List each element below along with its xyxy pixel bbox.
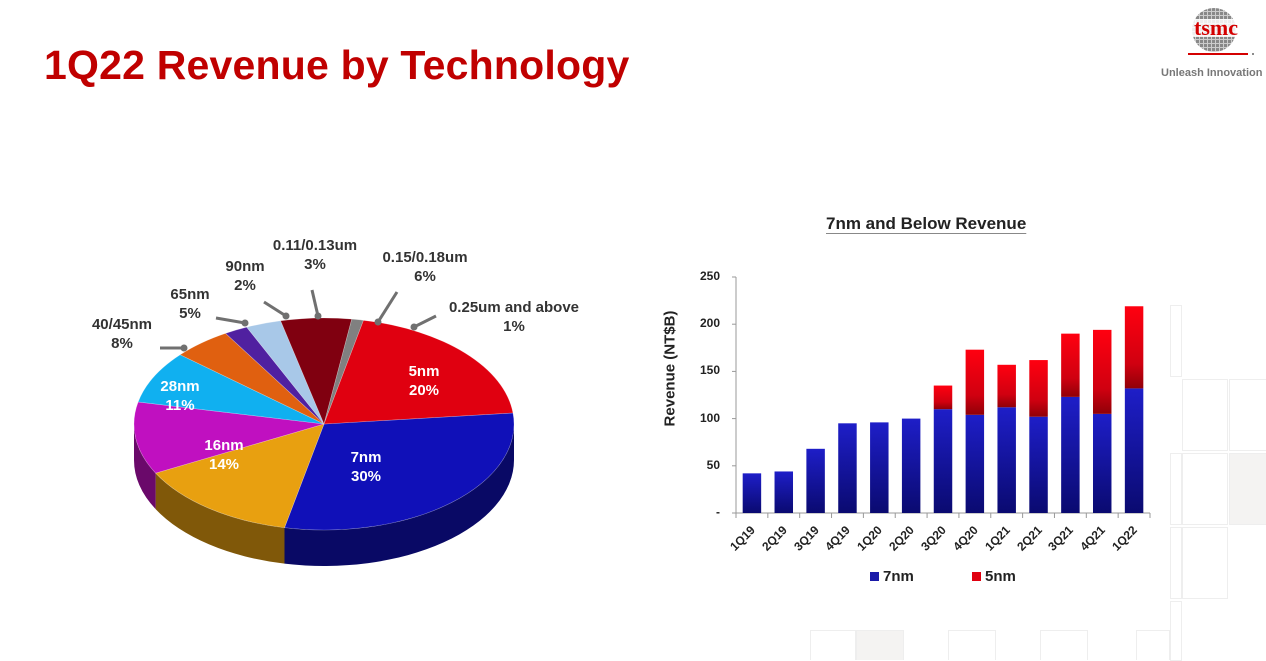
pie-slice: [133, 401, 325, 474]
leader-dot: [282, 312, 290, 320]
svg-text:tsmc: tsmc: [1194, 15, 1238, 40]
pie-label-5nm: 5nm 20%: [408, 363, 440, 399]
bar-7nm-3Q20: [933, 409, 953, 513]
tsmc-logo: tsmc: [1188, 8, 1254, 55]
bar-7nm-4Q20: [965, 414, 985, 513]
leader-line: [310, 289, 320, 317]
pie-slice: [137, 354, 325, 425]
bar-5nm-4Q21: [1092, 329, 1112, 414]
bar-5nm-2Q21: [1029, 360, 1048, 417]
pie-slice: [224, 326, 325, 425]
leader-dot: [180, 344, 188, 352]
pie-slice: [155, 423, 325, 529]
leader-line: [215, 316, 246, 325]
leader-dot: [410, 323, 418, 331]
pie-side: [155, 473, 285, 564]
leader-dot: [241, 319, 249, 327]
legend-item-7nm: 7nm: [870, 568, 914, 585]
bar-7nm-4Q19: [838, 423, 857, 513]
leader-line: [413, 314, 437, 329]
bar-7nm-2Q20: [901, 418, 921, 513]
legend-swatch-7nm: [870, 572, 879, 581]
pie-label-90nm: 90nm 2%: [225, 258, 265, 294]
bar-5nm-1Q22: [1124, 306, 1144, 389]
bar-7nm-3Q19: [806, 448, 825, 513]
pie-label-0-25um-and-above: 0.25um and above 1%: [448, 299, 580, 335]
pie-slice: [323, 319, 514, 425]
pie-label-7nm: 7nm 30%: [350, 449, 382, 485]
bar-7nm-1Q21: [997, 407, 1016, 513]
pie-label-16nm: 16nm 14%: [204, 437, 244, 473]
leader-line: [376, 291, 399, 323]
pie-label-40-45nm: 40/45nm 8%: [91, 316, 153, 352]
bar-7nm-1Q22: [1124, 388, 1144, 513]
bar-7nm-4Q21: [1092, 413, 1112, 513]
pie-slice: [246, 320, 325, 425]
y-tick-label: 100: [699, 410, 720, 425]
bar-7nm-3Q21: [1061, 396, 1080, 513]
bar-7nm-1Q20: [870, 422, 889, 513]
legend-swatch-5nm: [972, 572, 981, 581]
slide-title: 1Q22 Revenue by Technology: [44, 42, 630, 88]
bar-chart-title: 7nm and Below Revenue: [826, 214, 1027, 233]
bar-5nm-3Q20: [933, 385, 953, 410]
y-tick-label: 250: [699, 269, 720, 283]
y-tick-label: 200: [699, 316, 720, 331]
logo-tagline: Unleash Innovation: [1161, 67, 1263, 79]
pie-label-0-11-0-13um: 0.11/0.13um 3%: [272, 237, 358, 273]
pie-label-65nm: 65nm 5%: [170, 286, 210, 322]
leader-line: [263, 300, 287, 318]
pie-label-0-15-0-18um: 0.15/0.18um 6%: [382, 249, 468, 285]
bar-5nm-3Q21: [1061, 333, 1080, 397]
bar-7nm-1Q19: [742, 473, 762, 513]
legend-item-5nm: 5nm: [972, 568, 1016, 585]
leader-dot: [374, 318, 382, 326]
y-tick-label: 50: [706, 457, 720, 472]
pie-label-28nm: 28nm 11%: [160, 378, 200, 414]
pie-slice: [284, 412, 515, 531]
pie-side: [284, 424, 514, 566]
bar-5nm-4Q20: [965, 349, 985, 415]
y-tick-label: -: [716, 505, 720, 519]
pie-slice: [179, 332, 325, 425]
pie-slice: [323, 318, 364, 425]
pie-side: [134, 424, 156, 510]
leader-dot: [314, 312, 322, 320]
bar-7nm-2Q21: [1029, 416, 1048, 513]
bar-7nm-2Q19: [774, 471, 794, 513]
bar-5nm-1Q21: [997, 364, 1016, 408]
y-tick-label: 150: [699, 363, 720, 378]
pie-chart: [133, 289, 515, 566]
